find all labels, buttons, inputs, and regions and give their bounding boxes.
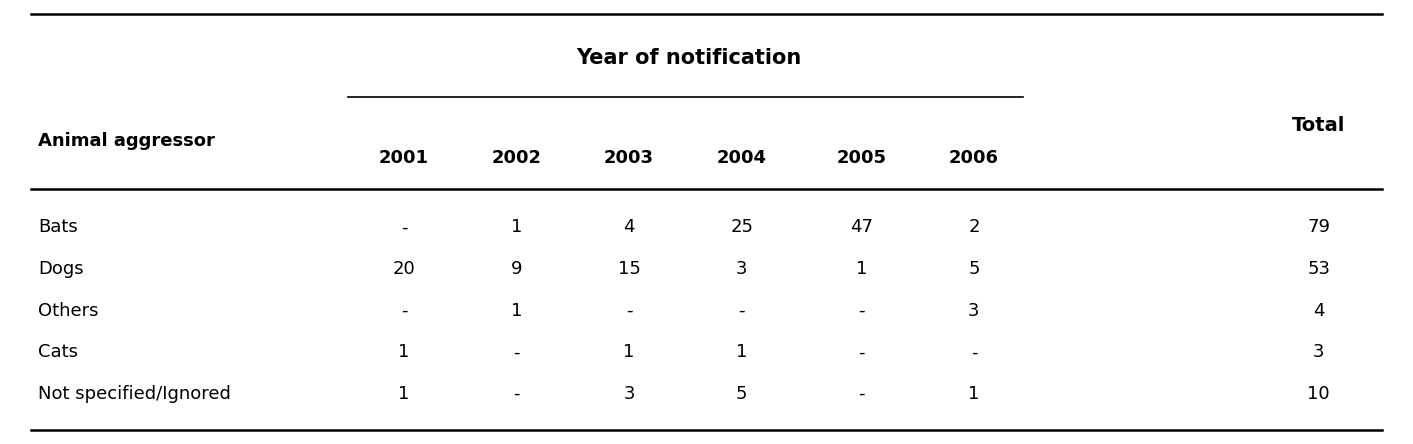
Text: -: - — [401, 302, 407, 320]
Text: 20: 20 — [393, 260, 415, 278]
Text: 1: 1 — [968, 385, 979, 403]
Text: 79: 79 — [1307, 218, 1330, 237]
Text: 1: 1 — [512, 302, 523, 320]
Text: 1: 1 — [856, 260, 868, 278]
Text: 1: 1 — [512, 218, 523, 237]
Text: -: - — [971, 344, 978, 361]
Text: Others: Others — [38, 302, 99, 320]
Text: 53: 53 — [1307, 260, 1330, 278]
Text: -: - — [739, 302, 745, 320]
Text: 4: 4 — [1313, 302, 1324, 320]
Text: 47: 47 — [849, 218, 873, 237]
Text: -: - — [401, 218, 407, 237]
Text: 15: 15 — [617, 260, 640, 278]
Text: 5: 5 — [968, 260, 979, 278]
Text: 9: 9 — [510, 260, 523, 278]
Text: -: - — [858, 302, 865, 320]
Text: 1: 1 — [398, 385, 410, 403]
Text: 2003: 2003 — [605, 150, 654, 167]
Text: Cats: Cats — [38, 344, 78, 361]
Text: 2004: 2004 — [716, 150, 767, 167]
Text: -: - — [513, 344, 520, 361]
Text: Total: Total — [1291, 116, 1345, 135]
Text: 5: 5 — [736, 385, 747, 403]
Text: 3: 3 — [1313, 344, 1324, 361]
Text: 2001: 2001 — [379, 150, 430, 167]
Text: Bats: Bats — [38, 218, 78, 237]
Text: 10: 10 — [1307, 385, 1330, 403]
Text: 1: 1 — [623, 344, 634, 361]
Text: 4: 4 — [623, 218, 634, 237]
Text: 1: 1 — [398, 344, 410, 361]
Text: 2002: 2002 — [492, 150, 541, 167]
Text: 2005: 2005 — [836, 150, 886, 167]
Text: 3: 3 — [736, 260, 747, 278]
Text: -: - — [858, 344, 865, 361]
Text: -: - — [626, 302, 633, 320]
Text: 3: 3 — [968, 302, 979, 320]
Text: 3: 3 — [623, 385, 634, 403]
Text: 2006: 2006 — [950, 150, 999, 167]
Text: 2: 2 — [968, 218, 979, 237]
Text: Year of notification: Year of notification — [577, 48, 801, 67]
Text: Animal aggressor: Animal aggressor — [38, 132, 215, 150]
Text: -: - — [858, 385, 865, 403]
Text: 25: 25 — [731, 218, 753, 237]
Text: 1: 1 — [736, 344, 747, 361]
Text: Dogs: Dogs — [38, 260, 83, 278]
Text: -: - — [513, 385, 520, 403]
Text: Not specified/Ignored: Not specified/Ignored — [38, 385, 230, 403]
